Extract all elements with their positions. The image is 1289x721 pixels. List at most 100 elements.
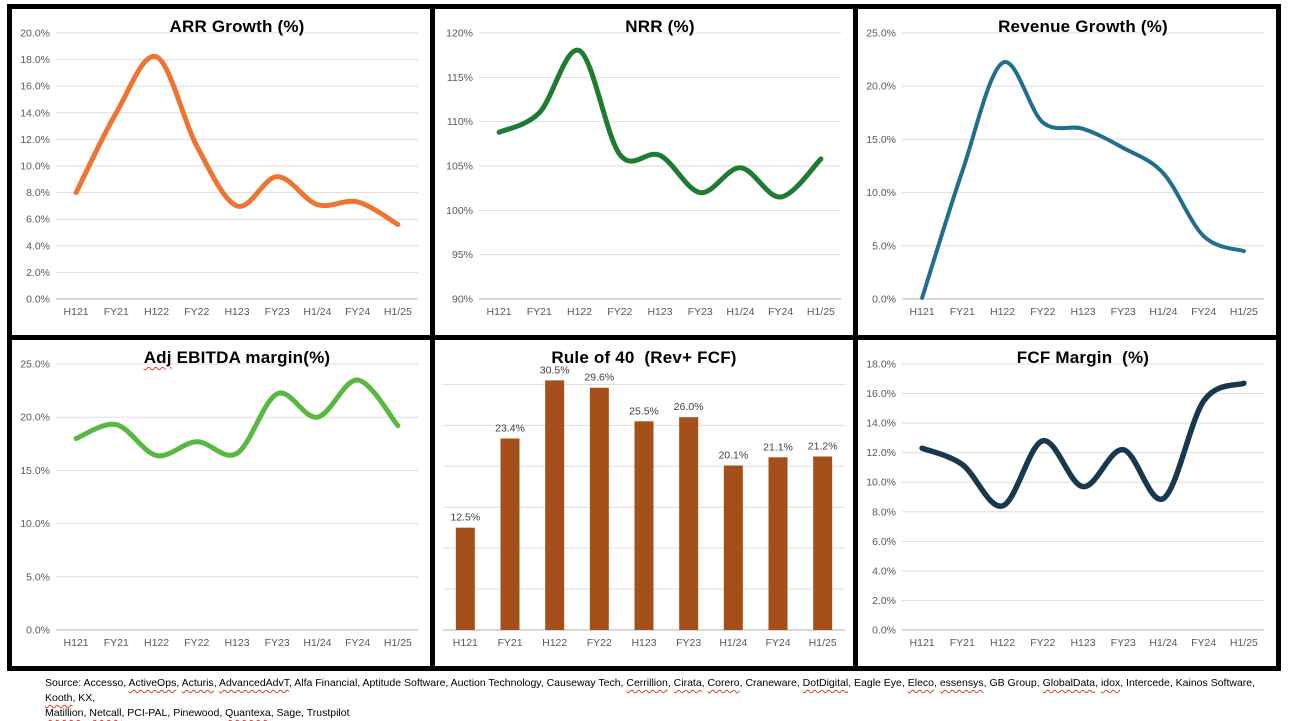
x-tick-label: H122 (990, 637, 1015, 649)
source-text: , (934, 677, 940, 689)
y-tick-label: 16.0% (20, 81, 50, 93)
x-tick-label: FY24 (345, 306, 370, 318)
source-text-misspelled: DotDigital (802, 677, 849, 689)
x-tick-label: H123 (224, 637, 249, 649)
x-tick-label: H123 (631, 637, 656, 649)
source-text: , GB Group, (983, 677, 1043, 689)
y-tick-label: 16.0% (866, 388, 896, 400)
bar (768, 457, 788, 630)
y-tick-label: 12.0% (866, 447, 896, 459)
y-tick-label: 5.0% (26, 571, 50, 583)
title-text: NRR (%) (625, 17, 695, 36)
y-tick-label: 2.0% (872, 595, 896, 607)
source-text-misspelled: Eleco (907, 677, 934, 689)
x-tick-label: FY24 (765, 637, 790, 649)
y-tick-label: 8.0% (872, 506, 896, 518)
x-tick-label: FY21 (950, 306, 975, 318)
bar-data-label: 12.5% (450, 512, 480, 524)
series-line (73, 377, 401, 459)
y-tick-label: 10.0% (20, 518, 50, 530)
title-text: EBITDA margin(%) (171, 348, 331, 367)
title-text-misspelled: Adj (143, 348, 172, 367)
chart-canvas: 0.0% 5.0% 10.0% 15.0% 20.0% 25.0% H121 FY21 H122… (866, 28, 1264, 318)
chart-fcf-margin: FCF Margin (%) 0.0% 2.0% 4.0% 6.0% 8.0% 10.0%… (858, 340, 1276, 666)
bar (589, 387, 609, 630)
bar-data-label: 21.2% (808, 440, 838, 452)
y-tick-label: 0.0% (26, 625, 50, 637)
y-tick-label: 2.0% (26, 267, 50, 279)
y-tick-label: 100% (446, 205, 473, 217)
x-tick-label: FY21 (950, 637, 975, 649)
x-tick-label: FY23 (1111, 306, 1136, 318)
y-tick-label: 15.0% (866, 134, 896, 146)
y-tick-label: 25.0% (866, 28, 896, 40)
chart-title: Revenue Growth (%) (902, 17, 1264, 37)
x-tick-label: H1/25 (807, 306, 835, 318)
y-tick-label: 105% (446, 161, 473, 173)
y-tick-label: 20.0% (866, 81, 896, 93)
chart-adj-ebitda-margin: Adj EBITDA margin(%) 0.0% 5.0% 10.0% 15.0% 2… (12, 340, 430, 666)
x-tick-label: H1/24 (303, 637, 331, 649)
x-tick-label: H1/24 (1149, 637, 1177, 649)
x-tick-label: FY23 (265, 637, 290, 649)
x-tick-label: FY22 (184, 637, 209, 649)
x-tick-label: FY23 (1111, 637, 1136, 649)
source-text: , (1095, 677, 1101, 689)
source-text: , (213, 677, 219, 689)
source-text-misspelled: Kooth (45, 692, 73, 704)
source-text: , (176, 677, 182, 689)
source-text-misspelled: Netcall (89, 707, 122, 719)
x-tick-label: H123 (1070, 637, 1095, 649)
y-tick-label: 0.0% (872, 625, 896, 637)
y-tick-label: 18.0% (866, 359, 896, 371)
chart-canvas: 0.0% 2.0% 4.0% 6.0% 8.0% 10.0% 12.0% 14.0% 16.0%… (866, 359, 1264, 649)
y-tick-label: 0.0% (872, 294, 896, 306)
y-tick-label: 110% (447, 116, 473, 128)
bar-data-label: 20.1% (718, 449, 748, 461)
chart-arr-growth: ARR Growth (%) 0.0% 2.0% 4.0% 6.0% 8.0% 10.0%… (12, 9, 430, 335)
chart-canvas: 0.0% 2.0% 4.0% 6.0% 8.0% 10.0% 12.0% 14.0% 16.0%… (20, 28, 418, 318)
y-tick-label: 4.0% (26, 240, 50, 252)
x-tick-label: H122 (144, 637, 169, 649)
source-text-misspelled: Cirata (673, 677, 702, 689)
x-tick-label: FY23 (688, 306, 713, 318)
chart-title: FCF Margin (%) (902, 348, 1264, 368)
x-tick-label: FY21 (104, 306, 129, 318)
source-text: , (701, 677, 708, 689)
source-text-misspelled: Quantexa (225, 707, 271, 719)
title-text: Revenue Growth (%) (998, 17, 1168, 36)
source-text: Source: Accesso, (45, 677, 129, 689)
x-tick-label: H123 (1070, 306, 1095, 318)
source-note: Source: Accesso, ActiveOps, Acturis, Adv… (45, 676, 1275, 721)
source-text: , Intercede, Kainos Software, (1120, 677, 1258, 689)
y-tick-label: 10.0% (866, 187, 896, 199)
x-tick-label: H1/24 (1149, 306, 1177, 318)
x-tick-label: FY24 (345, 637, 370, 649)
chart-rule-of-40: Rule of 40 (Rev+ FCF) H121 FY21 H122 FY22 H1… (435, 340, 853, 666)
y-tick-label: 10.0% (20, 161, 50, 173)
source-line: Source: Accesso, ActiveOps, Acturis, Adv… (45, 676, 1275, 706)
series-line (920, 60, 1246, 300)
x-tick-label: FY23 (676, 637, 701, 649)
bar-data-label: 23.4% (495, 422, 525, 434)
x-tick-label: H122 (542, 637, 567, 649)
x-tick-label: H121 (487, 306, 512, 318)
source-text-misspelled: Matillion (45, 707, 84, 719)
bar (455, 527, 475, 630)
x-tick-label: H121 (453, 637, 478, 649)
x-tick-label: H1/25 (384, 637, 412, 649)
source-text: , (667, 677, 674, 689)
source-text-misspelled: AdvancedAdvT (218, 677, 289, 689)
x-tick-label: H1/24 (303, 306, 331, 318)
x-tick-label: H1/25 (1230, 637, 1258, 649)
title-text: ARR Growth (%) (169, 17, 305, 36)
y-tick-label: 6.0% (26, 214, 50, 226)
y-tick-label: 15.0% (20, 465, 50, 477)
x-tick-label: FY22 (1030, 637, 1055, 649)
x-tick-label: FY22 (607, 306, 632, 318)
x-tick-label: H121 (64, 306, 89, 318)
x-tick-label: H122 (144, 306, 169, 318)
source-text-misspelled: idox (1100, 677, 1121, 689)
y-tick-label: 20.0% (20, 412, 50, 424)
chart-title: Adj EBITDA margin(%) (56, 348, 418, 368)
